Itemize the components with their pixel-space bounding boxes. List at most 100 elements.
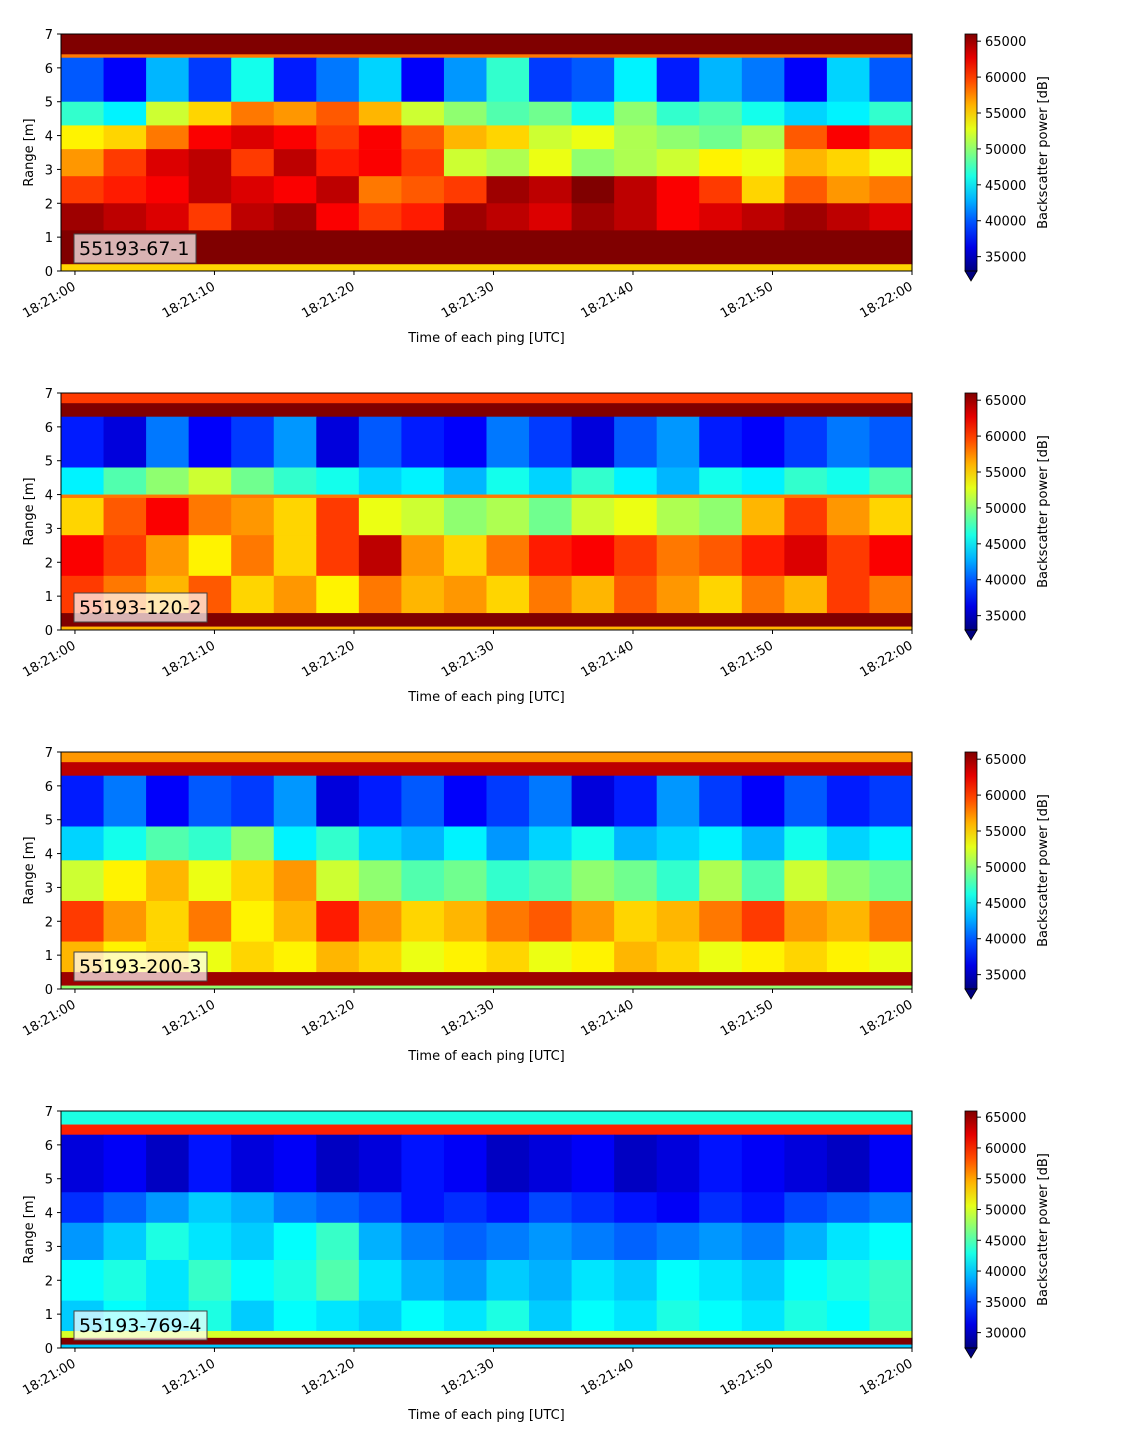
heatmap-cell bbox=[188, 467, 232, 495]
heatmap-cell bbox=[103, 900, 147, 942]
heatmap-cell bbox=[188, 1134, 232, 1193]
heatmap-cell bbox=[826, 467, 871, 495]
heatmap-cell bbox=[656, 149, 700, 177]
heatmap-cell bbox=[146, 535, 190, 577]
heatmap-cell bbox=[273, 57, 317, 103]
heatmap-cell bbox=[614, 941, 658, 973]
heatmap-cell bbox=[571, 1134, 615, 1193]
heatmap-cell bbox=[529, 860, 573, 902]
heatmap-cell bbox=[486, 535, 530, 577]
heatmap-cell bbox=[358, 575, 402, 614]
heatmap-cell bbox=[529, 176, 573, 204]
heatmap-cell bbox=[614, 1259, 658, 1301]
heatmap-cell bbox=[614, 775, 658, 827]
x-tick-label: 18:21:30 bbox=[439, 997, 497, 1039]
panel-2: 0 1 2 3 4 5 6 7 18:21:00 18:21:10 18:21:20 18:21:30… bbox=[20, 387, 1051, 705]
heatmap-cell bbox=[358, 149, 402, 177]
heatmap-cell bbox=[784, 775, 828, 827]
y-tick-label: 1 bbox=[45, 1308, 53, 1323]
heatmap-cell bbox=[231, 575, 275, 614]
heatmap-cell bbox=[273, 497, 317, 536]
heatmap-cell bbox=[443, 57, 488, 103]
heatmap-cell bbox=[443, 1192, 488, 1224]
y-tick-label: 7 bbox=[45, 1105, 53, 1120]
heatmap-cell bbox=[231, 535, 275, 577]
heatmap-cell bbox=[231, 149, 275, 177]
heatmap-cell bbox=[146, 1192, 190, 1224]
heatmap-cell bbox=[61, 416, 105, 468]
heatmap-cell bbox=[146, 1259, 190, 1301]
heatmap-cell bbox=[614, 203, 658, 231]
heatmap-cell bbox=[273, 900, 317, 942]
heatmap-cell bbox=[316, 203, 360, 231]
y-tick-label: 5 bbox=[45, 455, 53, 470]
heatmap-cell bbox=[61, 613, 913, 627]
heatmap-cell bbox=[61, 860, 105, 902]
heatmap-cell bbox=[614, 535, 658, 577]
x-tick-label: 18:21:40 bbox=[578, 1356, 636, 1398]
x-tick-label: 18:22:00 bbox=[857, 279, 915, 321]
heatmap-cell bbox=[103, 1192, 147, 1224]
heatmap-cell bbox=[741, 176, 785, 204]
x-tick-label: 18:21:30 bbox=[439, 279, 497, 321]
heatmap-cell bbox=[443, 497, 488, 536]
heatmap-cell bbox=[443, 1300, 488, 1332]
heatmap-cell bbox=[741, 125, 785, 150]
heatmap-cell bbox=[231, 176, 275, 204]
heatmap-cell bbox=[826, 497, 871, 536]
y-tick-label: 2 bbox=[45, 915, 53, 930]
heatmap-cell bbox=[784, 535, 828, 577]
heatmap-cell bbox=[231, 1192, 275, 1224]
x-tick-label: 18:21:50 bbox=[718, 638, 776, 680]
heatmap-cell bbox=[401, 826, 445, 861]
heatmap-cells bbox=[61, 752, 913, 990]
heatmap-cell bbox=[273, 1259, 317, 1301]
heatmap-cell bbox=[401, 57, 445, 103]
colorbar-extend-arrow bbox=[964, 270, 978, 282]
colorbar-tick-label: 45000 bbox=[985, 179, 1026, 194]
heatmap-cell bbox=[103, 1259, 147, 1301]
heatmap-cell bbox=[699, 1222, 743, 1261]
colorbar-frame bbox=[964, 751, 978, 990]
x-tick-label: 18:21:10 bbox=[160, 279, 218, 321]
heatmap-cell bbox=[316, 57, 360, 103]
heatmap-cell bbox=[571, 775, 615, 827]
heatmap-cell bbox=[614, 57, 658, 103]
heatmap-cell bbox=[231, 941, 275, 973]
heatmap-cell bbox=[103, 101, 147, 126]
heatmap-cell bbox=[656, 125, 700, 150]
heatmap-cell bbox=[614, 1222, 658, 1261]
heatmap-cell bbox=[316, 941, 360, 973]
heatmap-cell bbox=[401, 203, 445, 231]
heatmap-cell bbox=[869, 941, 913, 973]
heatmap-cell bbox=[486, 149, 530, 177]
heatmap-cell bbox=[188, 176, 232, 204]
y-tick-label: 4 bbox=[45, 130, 53, 145]
heatmap-cell bbox=[699, 497, 743, 536]
heatmap-cell bbox=[231, 1134, 275, 1193]
heatmap-cell bbox=[146, 900, 190, 942]
colorbar-label: Backscatter power [dB] bbox=[1036, 794, 1051, 947]
heatmap-cell bbox=[656, 467, 700, 495]
heatmap-cell bbox=[571, 416, 615, 468]
heatmap-cell bbox=[273, 1134, 317, 1193]
panel-4: 0 1 2 3 4 5 6 7 18:21:00 18:21:10 18:21:20 18:21:30… bbox=[20, 1105, 1051, 1423]
heatmap-cell bbox=[316, 176, 360, 204]
heatmap-cell bbox=[529, 1192, 573, 1224]
heatmap-cell bbox=[61, 1111, 913, 1125]
heatmap-cell bbox=[358, 467, 402, 495]
heatmap-cell bbox=[146, 149, 190, 177]
heatmap-cell bbox=[146, 826, 190, 861]
heatmap-cell bbox=[529, 900, 573, 942]
heatmap-cell bbox=[146, 416, 190, 468]
heatmap-cell bbox=[656, 826, 700, 861]
heatmap-cell bbox=[401, 101, 445, 126]
heatmap-cell bbox=[358, 101, 402, 126]
heatmap-cell bbox=[273, 1192, 317, 1224]
heatmap-cell bbox=[826, 1222, 871, 1261]
y-tick-label: 2 bbox=[45, 556, 53, 571]
colorbar-tick-label: 40000 bbox=[985, 1265, 1026, 1280]
x-tick-label: 18:22:00 bbox=[857, 997, 915, 1039]
heatmap-cell bbox=[656, 497, 700, 536]
heatmap-cell bbox=[869, 1259, 913, 1301]
